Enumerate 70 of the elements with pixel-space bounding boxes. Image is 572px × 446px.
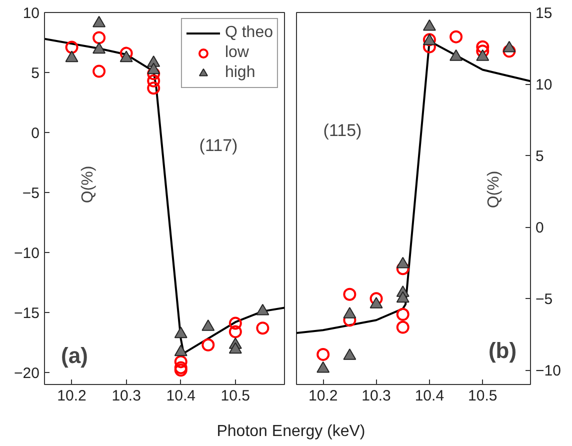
point: [120, 50, 133, 62]
point: [147, 82, 160, 95]
y2-tick-label: −5: [536, 291, 553, 308]
annotation: (115): [323, 121, 362, 140]
y-tick-label: 10: [22, 5, 40, 22]
y2-tick-label: 15: [536, 5, 552, 22]
x-tick-label: 10.4: [414, 388, 444, 404]
point: [202, 338, 215, 352]
point: [65, 50, 78, 62]
x-tick-label: 10.5: [220, 388, 250, 404]
point: [228, 316, 242, 330]
point: [147, 74, 160, 88]
point: [343, 306, 356, 318]
point: [396, 262, 410, 276]
y-tick-label: 0: [31, 125, 40, 142]
y2-tick-label: 10: [536, 76, 552, 94]
point: [228, 342, 242, 354]
point: [343, 288, 356, 301]
point: [256, 322, 270, 335]
point: [396, 320, 410, 334]
x-tick-label: 10.3: [112, 388, 141, 404]
legend-label: high: [224, 64, 256, 82]
point: [476, 40, 490, 54]
y2-tick-label: −10: [536, 362, 561, 380]
annotation: (b): [488, 338, 517, 363]
y-tick-label: −20: [14, 365, 40, 382]
point: [174, 355, 188, 368]
point: [343, 348, 356, 360]
point: [396, 308, 410, 321]
point: [92, 31, 106, 44]
point: [174, 364, 188, 377]
point: [316, 361, 330, 373]
annotation: (a): [61, 343, 88, 368]
y-axis-title: Q(%): [79, 166, 96, 204]
point: [92, 64, 106, 78]
y2-tick-label: 0: [536, 220, 544, 237]
y-tick-label: −15: [14, 305, 40, 322]
point: [92, 42, 106, 54]
point: [502, 44, 516, 58]
point: [147, 62, 160, 74]
point: [92, 16, 106, 28]
x-tick-label: 10.5: [468, 388, 498, 404]
point: [65, 40, 78, 54]
y-tick-label: −10: [14, 245, 40, 262]
point: [370, 292, 383, 306]
legend-label: Q theo: [224, 24, 273, 42]
y2-axis-title: Q(%): [485, 170, 502, 208]
y-tick-label: 5: [31, 65, 40, 82]
point: [202, 319, 215, 331]
point: [396, 256, 410, 268]
point: [174, 344, 188, 356]
point: [256, 304, 270, 316]
point: [396, 291, 410, 303]
x-tick-label: 10.2: [308, 388, 338, 404]
point: [228, 325, 242, 338]
y-tick-label: −5: [22, 185, 40, 202]
point: [370, 296, 383, 308]
annotation: (117): [199, 136, 238, 155]
y2-tick-label: 5: [536, 148, 544, 166]
legend-label: low: [224, 44, 249, 62]
point: [450, 30, 463, 44]
x-axis-title: Photon Energy (keV): [216, 422, 366, 442]
x-tick-label: 10.2: [57, 388, 86, 404]
x-tick-label: 10.4: [166, 388, 196, 404]
point: [316, 348, 330, 361]
point: [174, 361, 188, 374]
point: [174, 326, 188, 338]
x-tick-label: 10.3: [362, 388, 391, 404]
point: [120, 46, 133, 60]
point: [476, 44, 490, 58]
